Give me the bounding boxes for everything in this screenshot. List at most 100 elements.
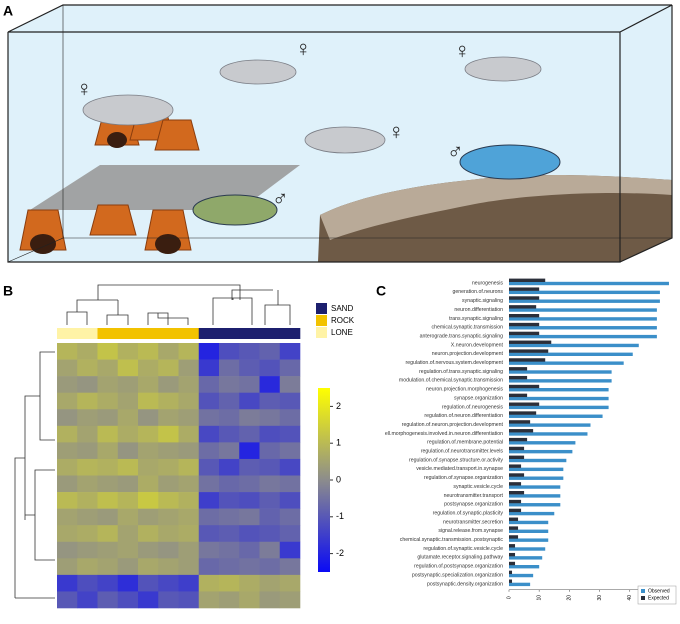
- heat-cell: [117, 392, 139, 410]
- heat-cell: [57, 541, 78, 559]
- heat-cell: [239, 591, 260, 609]
- bar: [509, 281, 669, 286]
- category-label: vesicle.mediated.transport.in.synapse: [416, 466, 503, 472]
- heat-cell: [198, 409, 220, 427]
- heat-cell: [259, 458, 281, 476]
- bar: [509, 491, 525, 495]
- bar: [509, 570, 513, 575]
- heat-cell: [239, 558, 260, 576]
- heat-cell: [158, 574, 179, 592]
- bar: [509, 538, 549, 542]
- bar: [509, 317, 657, 321]
- bar: [509, 446, 525, 451]
- bar: [509, 379, 612, 383]
- legend-swatch: [316, 303, 327, 314]
- column-group-bar: [239, 328, 260, 339]
- heat-cell: [77, 591, 98, 609]
- heat-cell: [219, 574, 240, 592]
- panel-label: C: [376, 283, 386, 299]
- heat-cell: [97, 591, 119, 609]
- bar-chart: neurogenesis generation.of.neurons synapti…: [385, 278, 677, 605]
- heat-cell: [97, 376, 119, 393]
- heat-cell: [239, 508, 260, 526]
- heat-cell: [77, 541, 98, 559]
- bar: [509, 314, 540, 318]
- heat-cell: [198, 591, 220, 609]
- bar: [509, 349, 549, 353]
- bar: [509, 367, 528, 371]
- heat-cell: [117, 359, 139, 377]
- category-label: regulation.of.trans.synaptic.signaling: [419, 369, 503, 375]
- bar: [509, 482, 522, 486]
- heat-cell: [117, 409, 139, 427]
- legend-label: Expected: [648, 595, 669, 601]
- heat-cell: [178, 376, 200, 393]
- heat-cell: [158, 492, 179, 509]
- heat-cell: [57, 458, 78, 476]
- category-label: regulation.of.synapse.structure.or.activ…: [409, 457, 503, 463]
- column-group-bar: [138, 328, 159, 339]
- column-group-bar: [57, 328, 78, 339]
- heat-cell: [97, 475, 119, 493]
- bar: [509, 331, 540, 336]
- category-label: chemical.synaptic.transmission: [432, 325, 504, 331]
- heat-cell: [138, 409, 159, 427]
- category-label: regulation.of.nervous.system.development: [406, 360, 504, 366]
- heat-cell: [259, 508, 281, 526]
- bar: [509, 499, 522, 504]
- category-label: postsynapse.organization: [444, 502, 503, 508]
- bar: [509, 429, 534, 433]
- heat-cell: [138, 508, 159, 526]
- heat-cell: [158, 525, 179, 543]
- category-label: neurotransmitter.secretion: [443, 519, 503, 525]
- bar: [509, 423, 591, 427]
- heat-cell: [158, 508, 179, 526]
- heat-cell: [279, 392, 301, 410]
- heat-cell: [158, 558, 179, 576]
- female-symbol: ♀: [76, 76, 93, 101]
- heat-cell: [57, 475, 78, 493]
- heat-cell: [178, 458, 200, 476]
- heat-cell: [198, 574, 220, 592]
- heat-cell: [279, 558, 301, 576]
- heat-cell: [97, 458, 119, 476]
- heat-cell: [178, 525, 200, 543]
- heat-cell: [57, 525, 78, 543]
- heat-cell: [279, 376, 301, 393]
- category-label: regulation.of.synapse.organization: [424, 475, 503, 481]
- heat-cell: [117, 425, 139, 443]
- category-label: synaptic.signaling: [462, 298, 503, 304]
- heat-cell: [97, 392, 119, 410]
- heat-cell: [259, 409, 281, 427]
- heat-cell: [259, 359, 281, 377]
- heat-cell: [198, 492, 220, 509]
- bar: [509, 552, 516, 557]
- category-label: regulation.of.membrane.potential: [427, 440, 503, 446]
- heatmap: SAND ROCK LONE -2 -1 0 1 2: [57, 303, 355, 609]
- heat-cell: [279, 525, 301, 543]
- bar: [509, 352, 633, 356]
- heat-cell: [178, 359, 200, 377]
- heat-cell: [117, 492, 139, 509]
- heat-cell: [178, 475, 200, 493]
- heat-cell: [97, 359, 119, 377]
- heat-cell: [259, 442, 281, 460]
- bar: [509, 547, 546, 551]
- x-tick-label: 40: [627, 595, 633, 601]
- bar: [509, 582, 531, 587]
- bar: [509, 441, 576, 445]
- heat-cell: [259, 425, 281, 443]
- heat-cell: [138, 558, 159, 576]
- panel-label: A: [3, 3, 13, 19]
- heat-cell: [178, 343, 200, 360]
- heat-cell: [219, 591, 240, 609]
- colorbar-tick-label: -2: [336, 548, 344, 558]
- category-label: glutamate.receptor.signaling.pathway: [417, 555, 503, 561]
- heat-cell: [117, 376, 139, 393]
- bar: [509, 340, 552, 344]
- heat-cell: [57, 574, 78, 592]
- bar: [509, 556, 543, 560]
- heat-cell: [138, 458, 159, 476]
- category-label: neuron.projection.morphogenesis: [426, 387, 503, 393]
- heat-cell: [57, 591, 78, 609]
